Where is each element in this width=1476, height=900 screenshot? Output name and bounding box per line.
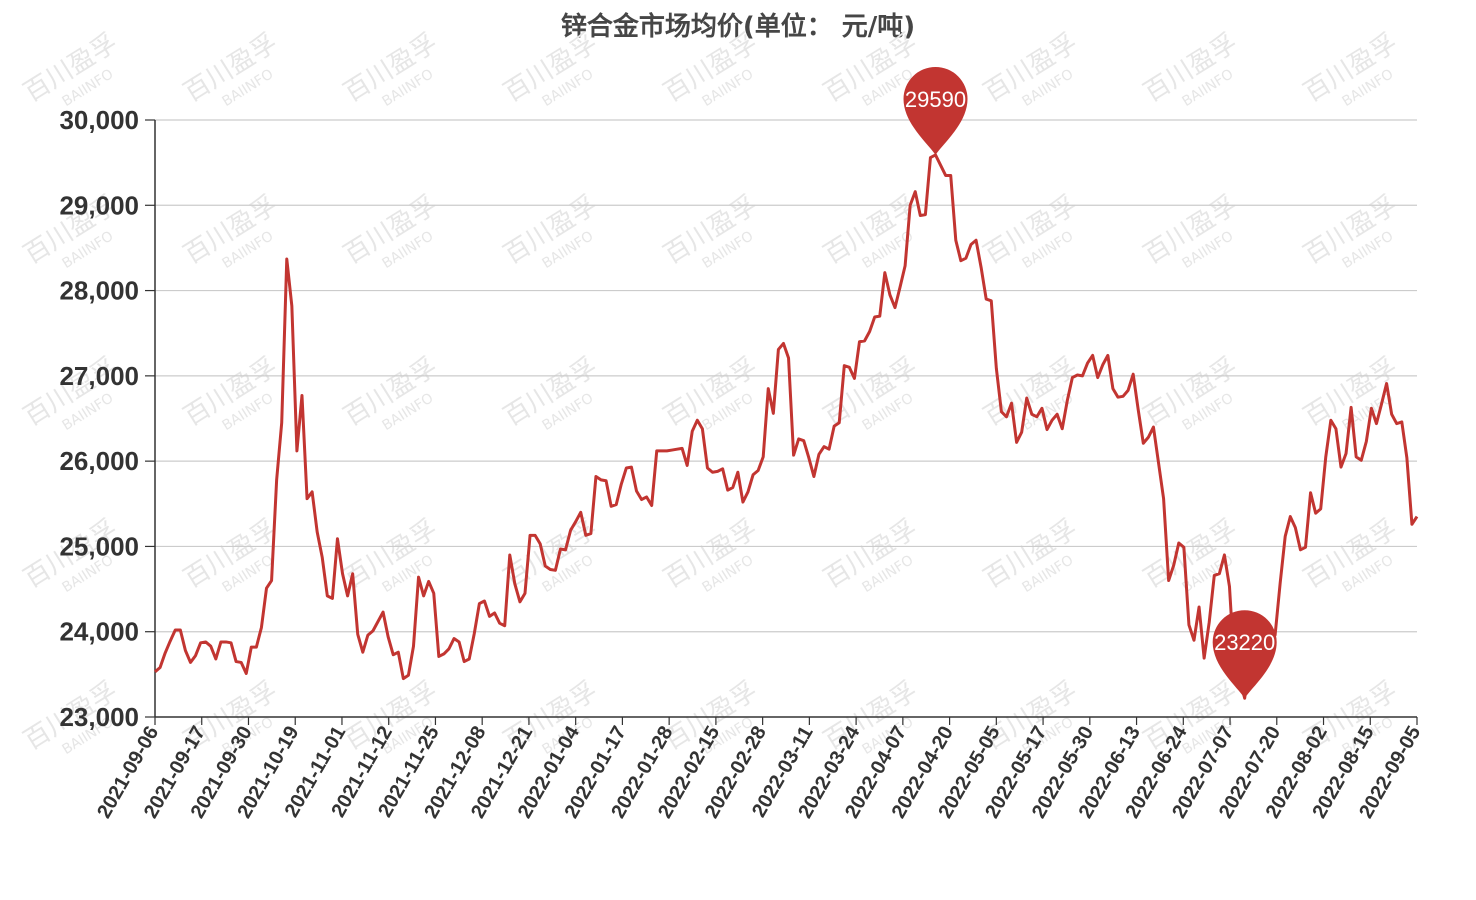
max-value-pin: 29590 (903, 66, 968, 155)
min-value-label: 23220 (1214, 630, 1275, 655)
chart-title: 锌合金市场均价(单位： 元/吨) (560, 12, 916, 42)
y-tick-label: 30,000 (59, 105, 139, 135)
grid-lines (155, 119, 1417, 633)
marker-layer: 29590 23220 (903, 66, 1277, 699)
y-tick-label: 23,000 (59, 702, 139, 732)
y-tick-label: 28,000 (59, 276, 139, 306)
max-value-label: 29590 (905, 87, 966, 112)
y-tick-label: 24,000 (59, 617, 139, 647)
y-tick-label: 26,000 (59, 446, 139, 476)
min-value-pin: 23220 (1212, 610, 1277, 699)
y-tick-label: 25,000 (59, 531, 139, 561)
y-tick-label: 29,000 (59, 190, 139, 220)
series-layer (154, 153, 1419, 700)
series-line (154, 153, 1419, 700)
y-tick-label: 27,000 (59, 361, 139, 391)
